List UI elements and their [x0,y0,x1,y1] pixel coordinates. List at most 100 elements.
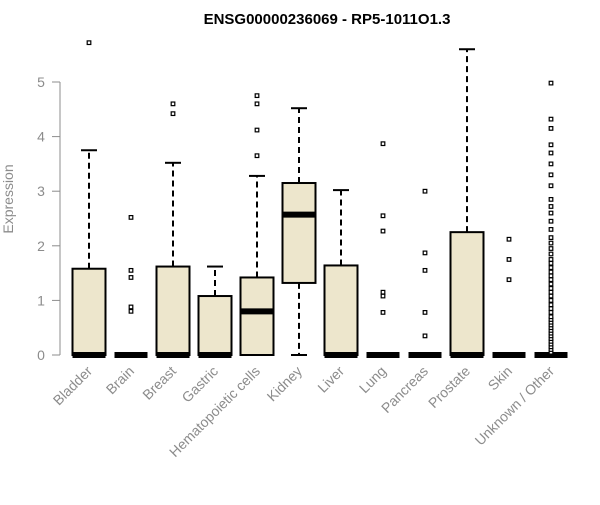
box-bladder [71,40,107,358]
outlier-point [128,308,134,314]
outlier-point [422,188,428,194]
outlier-point [254,93,260,99]
outlier-point [548,265,554,271]
box-body [155,265,191,357]
outlier-point [548,204,554,209]
y-axis-label: Expression [0,164,16,233]
outlier-point [548,257,554,262]
outlier-point [548,310,554,315]
x-tick-label: Lung [356,363,389,396]
outlier-point [548,269,554,275]
box-gastric [197,265,233,358]
box-brain [114,215,148,358]
x-tick-label: Skin [485,363,516,394]
x-tick-label: Prostate [425,363,473,411]
x-tick-label: Kidney [264,363,306,405]
outlier-point [548,172,554,178]
outlier-point [548,246,554,251]
outlier-point [380,213,386,219]
outlier-point [422,310,428,315]
y-tick-label: 5 [37,74,45,90]
box-hematopoietic-cells [239,93,275,356]
y-tick-label: 1 [37,292,45,308]
chart-title: ENSG00000236069 - RP5-1011O1.3 [204,11,451,28]
outlier-point [422,250,428,256]
y-tick-label: 3 [37,183,45,199]
outlier-point [506,257,512,262]
box-kidney [281,107,317,356]
outlier-point [548,277,554,283]
outlier-point [548,183,554,189]
outlier-point [548,235,554,241]
outlier-point [548,150,554,156]
box-unknown-other [534,80,568,358]
outlier-point [548,260,554,266]
box-pancreas [408,188,442,358]
x-tick-label: Pancreas [378,363,431,416]
outlier-point [254,101,260,107]
outlier-point [128,304,134,310]
outlier-point [548,298,554,303]
y-axis: 0 1 2 3 4 5 [37,74,61,363]
box-body [323,264,359,356]
outlier-point [548,306,554,311]
outlier-point [548,210,554,216]
y-tick-label: 4 [37,129,45,145]
outlier-point [506,277,512,283]
outlier-point [548,273,554,279]
box-body [239,276,275,356]
outlier-point [422,333,428,339]
outlier-point [548,196,554,202]
outlier-point [380,289,386,295]
outlier-point [548,302,554,308]
box-series [71,40,568,358]
outlier-point [548,289,554,295]
outlier-point [128,215,134,220]
x-tick-label: Breast [139,363,179,403]
outlier-point [548,314,554,320]
outlier-point [380,293,386,299]
x-tick-label: Unknown / Other [472,363,558,449]
outlier-point [548,227,554,232]
outlier-point [170,101,176,107]
x-tick-label: Liver [314,363,347,396]
outlier-point [548,251,554,257]
outlier-point [380,141,386,147]
outlier-point [506,236,512,242]
box-prostate [449,48,485,358]
box-lung [366,141,400,358]
x-tick-label: Bladder [50,363,96,409]
outlier-point [128,267,134,273]
outlier-point [170,111,176,117]
outlier-point [548,218,554,224]
y-tick-label: 0 [37,347,45,363]
outlier-point [548,126,554,131]
outlier-point [128,275,134,280]
outlier-point [254,127,260,133]
box-body [197,295,233,357]
outlier-point [548,240,554,246]
outlier-point [548,116,554,122]
outlier-point [380,310,386,315]
outlier-point [86,40,92,46]
box-body [281,182,317,284]
outlier-point [548,281,554,287]
outlier-point [548,293,554,299]
x-tick-label: Brain [103,363,137,397]
outlier-point [548,285,554,291]
outlier-point [380,228,386,234]
box-body [449,231,485,356]
outlier-point [548,80,554,86]
outlier-point [422,267,428,273]
outlier-point [548,161,554,167]
box-skin [492,236,526,358]
y-tick-label: 2 [37,238,45,254]
box-liver [323,189,359,358]
box-breast [155,101,191,358]
outlier-point [254,153,260,159]
outlier-point [548,142,554,148]
box-body [71,267,107,356]
